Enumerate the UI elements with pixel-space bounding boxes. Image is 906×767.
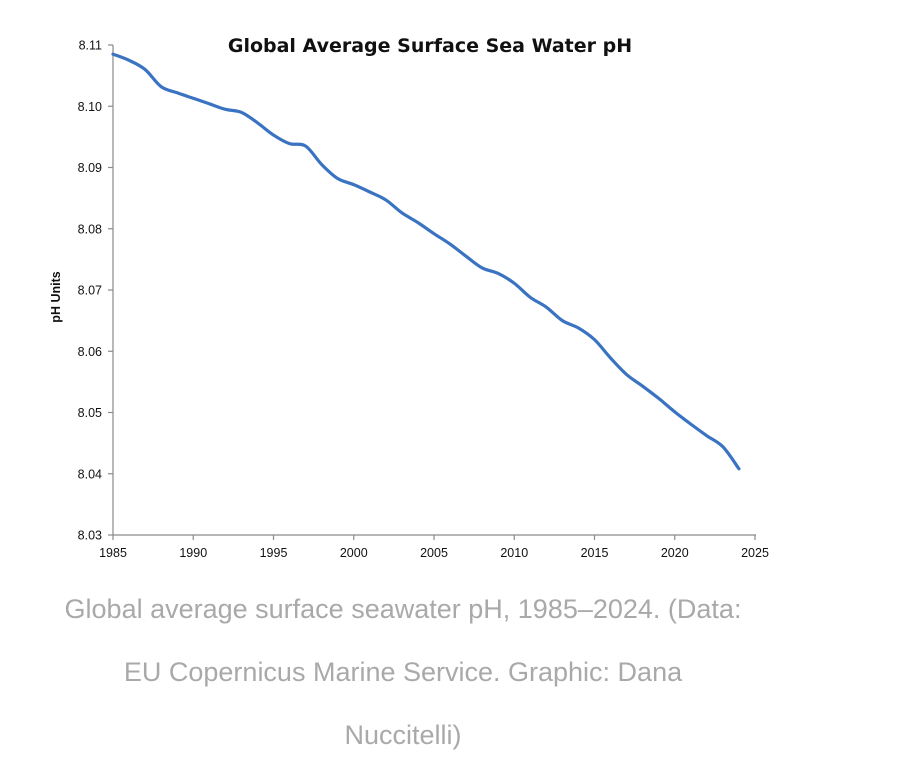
caption-line-2: EU Copernicus Marine Service. Graphic: D…: [123, 657, 683, 687]
y-axis-ticks: 8.03 8.04 8.05 8.06 8.07 8.08 8.09 8.10 8.11: [78, 39, 113, 543]
y-tick-label: 8.08: [78, 222, 102, 236]
x-tick-label: 2025: [741, 546, 769, 560]
x-axis-ticks: 1985 1990 1995 2000 2005 2010 2015 2020 2025: [99, 535, 769, 560]
chart-title: Global Average Surface Sea Water pH: [228, 35, 632, 57]
y-tick-label: 8.09: [78, 161, 102, 175]
x-tick-label: 1995: [260, 546, 288, 560]
y-tick-label: 8.04: [78, 467, 102, 481]
y-axis-label: pH Units: [49, 271, 63, 322]
x-tick-label: 2000: [340, 546, 368, 560]
y-tick-label: 8.07: [78, 284, 102, 298]
series-line-ph: [111, 52, 741, 471]
caption-line-3: Nuccitelli): [344, 720, 462, 750]
figure-caption: Global average surface seawater pH, 1985…: [0, 578, 806, 767]
y-tick-label: 8.11: [79, 39, 102, 53]
x-tick-label: 2005: [420, 546, 448, 560]
x-tick-label: 2010: [500, 546, 528, 560]
x-tick-label: 1985: [99, 546, 127, 560]
y-tick-label: 8.05: [78, 406, 102, 420]
caption-line-1: Global average surface seawater pH, 1985…: [64, 594, 742, 624]
y-tick-label: 8.06: [78, 345, 102, 359]
ph-line-chart: Global Average Surface Sea Water pH pH U…: [49, 35, 769, 560]
x-tick-label: 2020: [661, 546, 689, 560]
y-tick-label: 8.03: [78, 529, 102, 543]
x-tick-label: 1990: [179, 546, 207, 560]
x-tick-label: 2015: [581, 546, 609, 560]
y-tick-label: 8.10: [78, 100, 102, 114]
